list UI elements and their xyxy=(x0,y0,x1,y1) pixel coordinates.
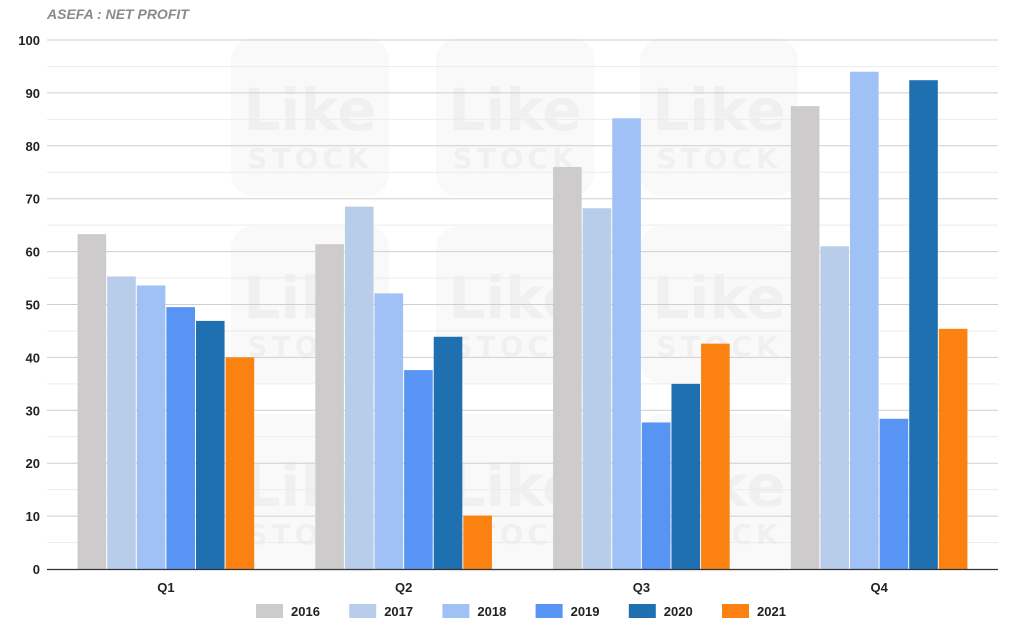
y-tick-label: 10 xyxy=(26,509,40,524)
bar-2021-Q1 xyxy=(225,357,255,569)
bar-2021-Q4 xyxy=(938,328,968,569)
bar-2020-Q3 xyxy=(671,383,701,569)
legend-swatch-2018 xyxy=(442,604,470,618)
x-tick-label: Q1 xyxy=(157,580,174,595)
bar-2016-Q3 xyxy=(553,166,582,569)
bar-2019-Q3 xyxy=(641,422,671,569)
bar-2018-Q3 xyxy=(612,118,641,570)
bar-2020-Q2 xyxy=(433,336,463,569)
y-tick-label: 0 xyxy=(33,562,40,577)
bar-2019-Q2 xyxy=(404,370,433,569)
legend-label-2016: 2016 xyxy=(291,604,320,619)
bar-2017-Q4 xyxy=(820,246,850,569)
y-tick-label: 20 xyxy=(26,456,40,471)
y-tick-label: 30 xyxy=(26,403,40,418)
legend-swatch-2020 xyxy=(628,604,656,618)
legend-label-2019: 2019 xyxy=(571,604,600,619)
bar-2016-Q4 xyxy=(790,106,820,569)
legend-swatch-2017 xyxy=(349,604,377,618)
x-tick-label: Q4 xyxy=(870,580,888,595)
y-tick-label: 60 xyxy=(26,245,40,260)
bar-2019-Q4 xyxy=(879,418,909,569)
bar-2021-Q2 xyxy=(463,515,492,569)
bar-2016-Q2 xyxy=(315,244,344,569)
bar-2017-Q1 xyxy=(107,276,136,569)
bar-2018-Q1 xyxy=(136,285,166,569)
y-tick-label: 90 xyxy=(26,86,40,101)
bar-2016-Q1 xyxy=(77,234,107,569)
y-tick-label: 100 xyxy=(18,33,40,48)
legend-label-2017: 2017 xyxy=(384,604,413,619)
y-tick-label: 70 xyxy=(26,192,40,207)
y-tick-label: 40 xyxy=(26,350,40,365)
legend-label-2021: 2021 xyxy=(757,604,786,619)
legend-swatch-2016 xyxy=(256,604,283,618)
x-tick-label: Q3 xyxy=(633,580,650,595)
legend-swatch-2021 xyxy=(722,604,749,618)
bar-2020-Q1 xyxy=(195,320,225,569)
x-tick-label: Q2 xyxy=(395,580,412,595)
bar-2018-Q2 xyxy=(374,293,404,569)
bar-2021-Q3 xyxy=(701,343,730,569)
legend-swatch-2019 xyxy=(535,604,563,618)
bar-2018-Q4 xyxy=(850,71,879,570)
bar-2017-Q2 xyxy=(344,206,374,569)
bar-2020-Q4 xyxy=(909,80,938,569)
y-tick-label: 80 xyxy=(26,139,40,154)
legend-label-2020: 2020 xyxy=(664,604,693,619)
chart-title: ASEFA : NET PROFIT xyxy=(47,6,189,22)
y-tick-label: 50 xyxy=(26,298,40,313)
legend-label-2018: 2018 xyxy=(477,604,506,619)
bar-2017-Q3 xyxy=(582,208,612,570)
bar-2019-Q1 xyxy=(166,307,195,569)
